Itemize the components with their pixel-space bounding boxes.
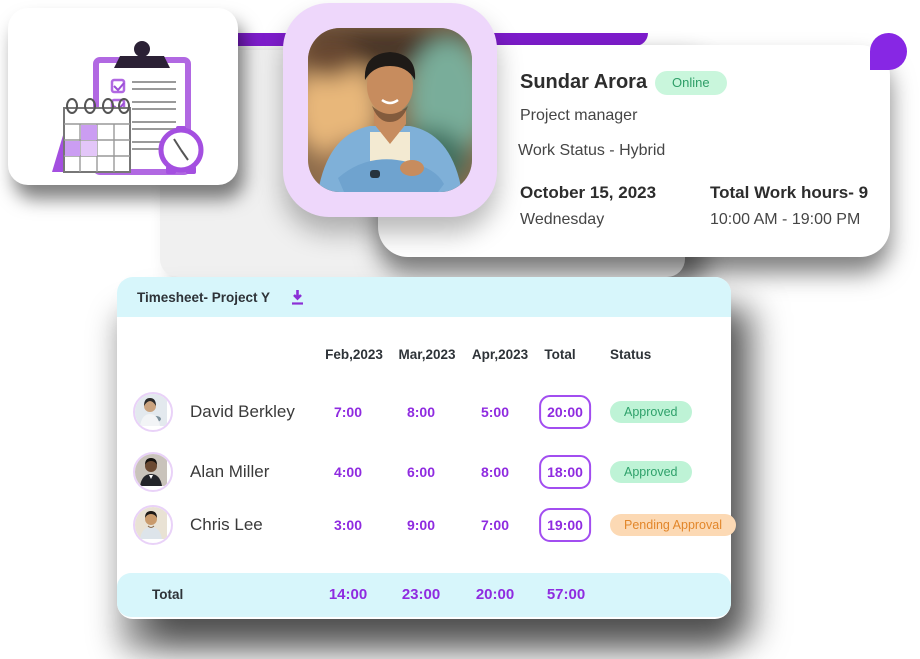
download-icon [291, 290, 303, 305]
hours-feb: 7:00 [333, 404, 363, 420]
column-apr: Apr,2023 [471, 347, 529, 362]
timesheet-title: Timesheet- Project Y [137, 289, 271, 305]
current-day: Wednesday [520, 211, 605, 228]
avatar [133, 452, 173, 492]
hours-feb: 4:00 [333, 464, 363, 480]
total-mar: 23:00 [401, 586, 441, 603]
employee-name: Chris Lee [190, 515, 263, 534]
column-header-row: Feb,2023 Mar,2023 Apr,2023 Total Status [117, 347, 731, 367]
total-label: Total [152, 587, 184, 602]
profile-photo [308, 28, 472, 192]
total-row: Total 14:00 23:00 20:00 57:00 [117, 573, 731, 617]
corner-blob-decoration [870, 33, 907, 70]
online-status-badge: Online [655, 71, 727, 95]
profile-name: Sundar Arora [520, 71, 648, 93]
illustration-card [8, 8, 238, 185]
hours-apr: 5:00 [480, 404, 510, 420]
total-work-hours: Total Work hours- 9 [710, 183, 869, 202]
row-total-chip[interactable]: 18:00 [539, 455, 591, 489]
avatar [133, 505, 173, 545]
total-apr: 20:00 [475, 586, 515, 603]
profile-role: Project manager [520, 107, 638, 124]
profile-photo-frame [283, 3, 497, 217]
column-status: Status [610, 347, 652, 362]
hours-mar: 9:00 [406, 517, 436, 533]
current-date: October 15, 2023 [520, 183, 657, 202]
status-badge: Approved [610, 461, 692, 483]
column-total: Total [544, 347, 576, 362]
column-mar: Mar,2023 [398, 347, 456, 362]
grand-total: 57:00 [546, 586, 586, 603]
timesheet-header: Timesheet- Project Y [117, 277, 731, 317]
table-row: Alan Miller 4:00 6:00 8:00 18:00 Approve… [117, 448, 731, 496]
hours-apr: 7:00 [480, 517, 510, 533]
download-button[interactable] [288, 288, 306, 306]
employee-name: David Berkley [190, 402, 295, 421]
row-total-chip[interactable]: 19:00 [539, 508, 591, 542]
column-feb: Feb,2023 [325, 347, 383, 362]
employee-name: Alan Miller [190, 462, 270, 481]
work-status: Work Status - Hybrid [518, 142, 666, 159]
total-feb: 14:00 [328, 586, 368, 603]
timesheet-panel: Timesheet- Project Y Feb,2023 Mar,2023 A… [117, 277, 736, 619]
work-hours-range: 10:00 AM - 19:00 PM [710, 211, 861, 228]
row-total-chip[interactable]: 20:00 [539, 395, 591, 429]
avatar [133, 392, 173, 432]
hours-feb: 3:00 [333, 517, 363, 533]
table-row: Chris Lee 3:00 9:00 7:00 19:00 Pending A… [117, 501, 736, 549]
status-badge: Pending Approval [610, 514, 736, 536]
hours-apr: 8:00 [480, 464, 510, 480]
clipboard-calendar-clock-illustration [52, 41, 204, 175]
table-row: David Berkley 7:00 8:00 5:00 20:00 Appro… [117, 388, 731, 436]
status-badge: Approved [610, 401, 692, 423]
hours-mar: 8:00 [406, 404, 436, 420]
hours-mar: 6:00 [406, 464, 436, 480]
